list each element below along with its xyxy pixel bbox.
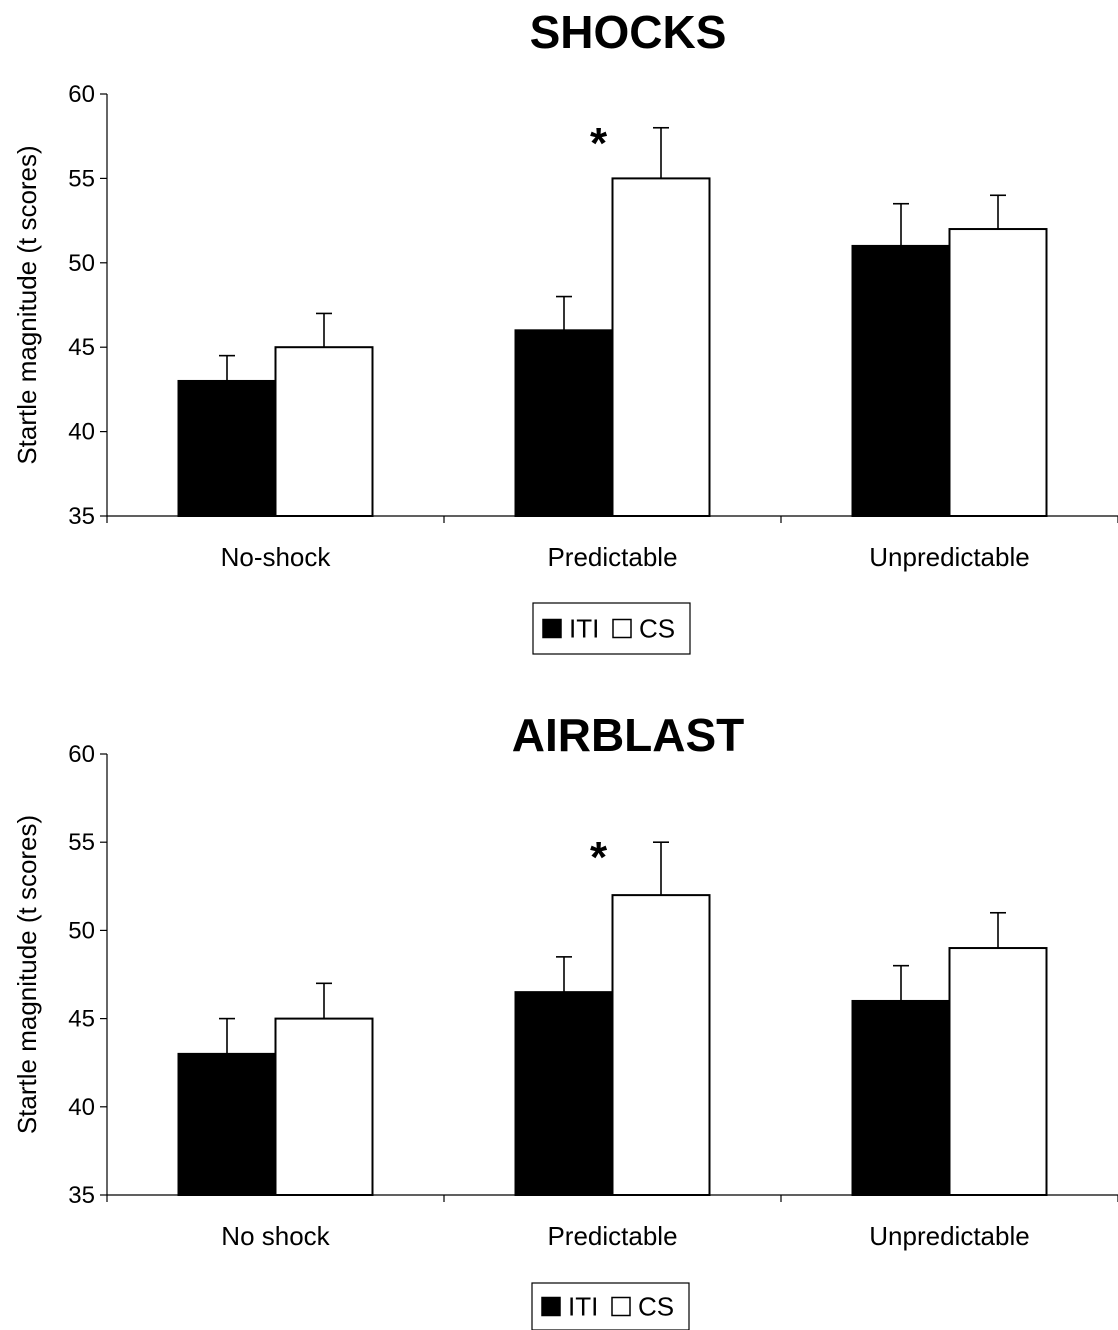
y-tick-label: 50	[68, 250, 95, 277]
bar-cs-predictable	[611, 177, 711, 517]
y-tick-label: 50	[68, 917, 95, 944]
legend-label-iti: ITI	[569, 614, 599, 644]
bar-cs-no-shock	[274, 346, 374, 518]
bar-iti-unpredictable	[851, 999, 951, 1197]
x-tick-label: No-shock	[221, 542, 332, 572]
legend: ITI CS	[532, 602, 691, 655]
y-tick-label: 55	[68, 829, 95, 856]
significance-star: *	[590, 833, 608, 882]
legend-marker-iti	[542, 618, 562, 639]
bar-iti-no-shock	[177, 1052, 277, 1196]
legend-marker-cs	[611, 1296, 631, 1317]
legend-marker-cs	[612, 618, 632, 639]
x-tick-label: Unpredictable	[869, 542, 1029, 572]
legend-label-cs: CS	[639, 614, 675, 644]
x-tick-label: No shock	[221, 1221, 330, 1251]
chart-panel-shocks: SHOCKS Startle magnitude (t scores) 35 40 45…	[12, 6, 1118, 655]
legend-marker-iti	[541, 1296, 561, 1317]
bar-iti-no-shock	[177, 379, 277, 517]
y-tick-label: 40	[68, 419, 95, 446]
y-tick-label: 45	[68, 334, 95, 361]
bar-cs-unpredictable	[948, 947, 1048, 1196]
bar-iti-predictable	[514, 991, 614, 1197]
y-tick-label: 60	[68, 81, 95, 108]
y-tick-label: 35	[68, 1182, 95, 1209]
legend-label-cs: CS	[638, 1292, 674, 1322]
y-tick-label: 45	[68, 1006, 95, 1033]
significance-star: *	[590, 119, 608, 168]
bar-iti-unpredictable	[851, 244, 951, 517]
x-tick-label: Predictable	[547, 1221, 677, 1251]
bar-cs-unpredictable	[948, 228, 1048, 517]
chart-panel-airblast: AIRBLAST Startle magnitude (t scores) 35 40…	[12, 709, 1118, 1330]
chart-title: AIRBLAST	[512, 709, 745, 761]
bar-cs-no-shock	[274, 1017, 374, 1196]
bar-iti-predictable	[514, 329, 614, 517]
legend: ITI CS	[531, 1282, 690, 1330]
y-tick-label: 40	[68, 1094, 95, 1121]
chart-title: SHOCKS	[530, 6, 727, 58]
x-tick-label: Unpredictable	[869, 1221, 1029, 1251]
x-tick-label: Predictable	[547, 542, 677, 572]
y-tick-label: 35	[68, 503, 95, 530]
legend-label-iti: ITI	[568, 1292, 598, 1322]
y-tick-label: 55	[68, 165, 95, 192]
bar-cs-predictable	[611, 894, 711, 1196]
y-axis-label: Startle magnitude (t scores)	[12, 145, 42, 464]
y-tick-label: 60	[68, 741, 95, 768]
y-axis-label: Startle magnitude (t scores)	[12, 815, 42, 1134]
